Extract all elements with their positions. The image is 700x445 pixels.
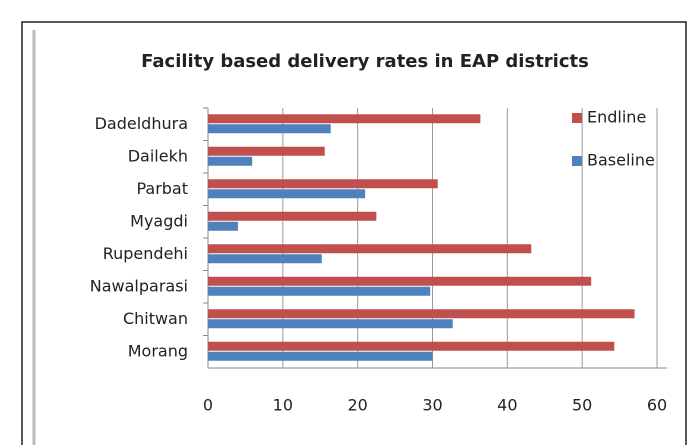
bar (208, 211, 377, 221)
x-tick-label: 0 (203, 396, 213, 415)
bar (208, 244, 532, 254)
y-tick-label: Rupendehi (103, 244, 188, 263)
y-tick-label: Chitwan (123, 309, 188, 328)
bar (208, 221, 238, 231)
legend-swatch (572, 113, 582, 123)
bar (208, 309, 635, 319)
bar (208, 156, 253, 166)
frame (21, 21, 687, 445)
bar (208, 276, 592, 286)
bar (208, 114, 481, 124)
bar (208, 286, 431, 296)
x-tick-label: 40 (497, 396, 517, 415)
legend-label: Baseline (587, 151, 655, 170)
bar (208, 254, 322, 264)
y-tick-label: Dailekh (128, 146, 188, 165)
bar (208, 146, 325, 156)
y-tick-label: Dadeldhura (95, 114, 188, 133)
x-tick-label: 60 (647, 396, 667, 415)
legend-swatch (572, 156, 582, 166)
bar (208, 124, 331, 134)
y-tick-label: Morang (128, 341, 188, 360)
x-tick-label: 10 (273, 396, 293, 415)
bar (208, 351, 433, 361)
x-tick-label: 30 (422, 396, 442, 415)
y-tick-label: Nawalparasi (90, 276, 188, 295)
y-tick-label: Parbat (136, 179, 188, 198)
chart-title: Facility based delivery rates in EAP dis… (141, 51, 589, 72)
bar (208, 319, 453, 329)
x-tick-label: 20 (347, 396, 367, 415)
x-tick-label: 50 (572, 396, 592, 415)
bar (208, 341, 615, 351)
bar (208, 189, 366, 199)
y-tick-label: Myagdi (130, 211, 188, 230)
legend-label: Endline (587, 108, 646, 127)
bar (208, 179, 438, 189)
